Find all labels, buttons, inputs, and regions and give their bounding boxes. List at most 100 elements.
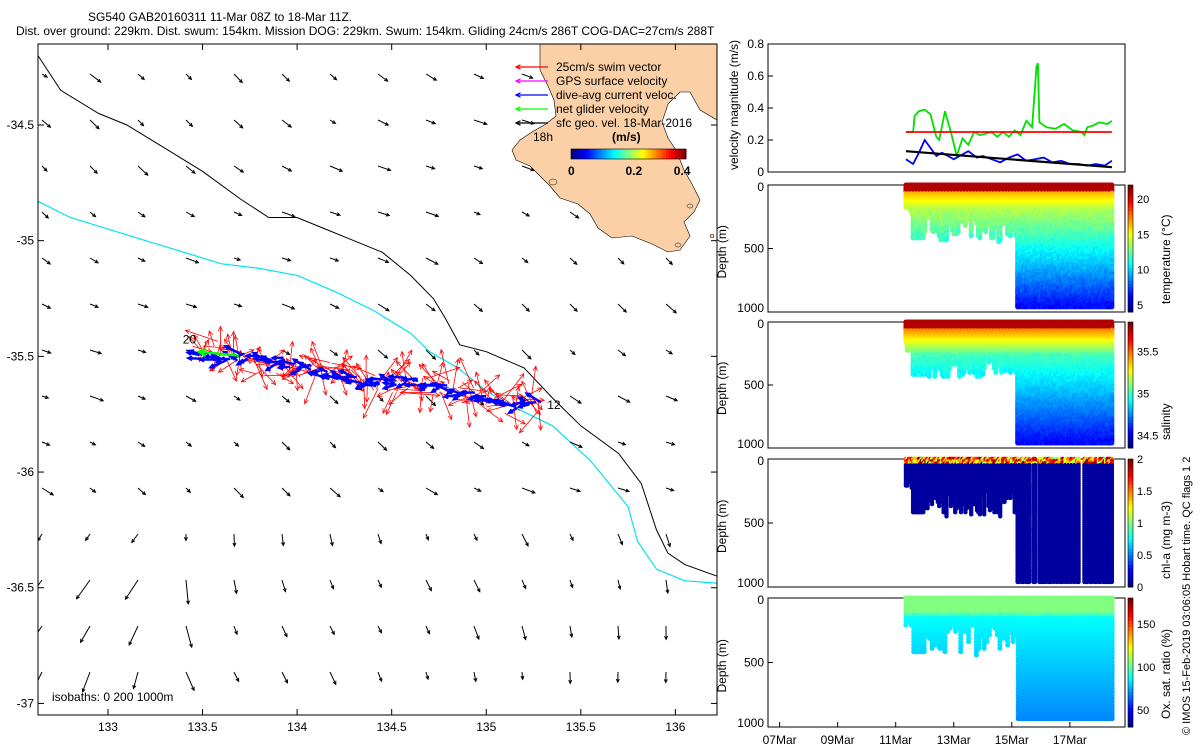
swim-vector-arrow <box>304 375 316 404</box>
geo-velocity-arrow-head <box>286 492 291 497</box>
swim-vector-arrow-head <box>217 367 224 373</box>
geo-velocity-arrow <box>425 395 436 406</box>
geo-velocity-arrow-head <box>192 398 197 402</box>
geo-velocity-arrow <box>281 257 291 262</box>
geo-velocity-arrow-head <box>619 541 624 546</box>
figure-title: SG540 GAB20160311 11-Mar 08Z to 18-Mar 1… <box>88 10 353 24</box>
geo-velocity-arrow-head <box>378 629 382 634</box>
velocity-y-tick-label: 0.8 <box>747 37 764 51</box>
geo-velocity-arrow <box>41 165 48 172</box>
dive-avg-current-arrow-head <box>451 395 459 401</box>
geo-velocity-arrow-head <box>668 350 674 355</box>
dive-avg-current-arrow-head <box>381 384 389 391</box>
section-point <box>922 229 928 235</box>
geo-velocity-arrow <box>521 671 524 680</box>
net-glider-velocity-arrow-head <box>196 347 207 357</box>
swim-vector-arrow <box>457 387 487 392</box>
geo-velocity-arrow <box>233 165 244 173</box>
section-point <box>968 233 974 239</box>
geo-velocity-arrow-head <box>144 171 149 176</box>
dive-avg-current-arrow-head <box>252 356 260 362</box>
geo-velocity-arrow-head <box>283 633 288 638</box>
dive-avg-current-arrow-head <box>294 365 302 371</box>
geo-velocity-arrow <box>617 303 627 313</box>
geo-velocity-arrow-head <box>81 688 86 693</box>
geo-velocity-arrow-head <box>621 441 627 446</box>
swim-vector-arrow-head <box>258 372 264 378</box>
geo-velocity-arrow <box>425 579 432 591</box>
geo-velocity-arrow-head <box>664 635 669 641</box>
geo-velocity-arrow-head <box>43 73 49 78</box>
geo-velocity-arrow-head <box>46 123 52 128</box>
geo-velocity-arrow-head <box>483 121 488 126</box>
dive-avg-current-arrow-head <box>506 408 514 415</box>
geo-velocity-arrow <box>377 579 382 588</box>
geo-velocity-arrow <box>137 395 146 400</box>
swim-vector-arrow <box>386 392 397 415</box>
geo-velocity-arrow <box>473 441 484 449</box>
swim-vector-arrow-head <box>223 338 230 345</box>
geo-velocity-arrow-head <box>529 75 534 79</box>
geo-velocity-arrow <box>617 349 626 357</box>
geo-velocity-arrow <box>281 395 290 403</box>
geo-velocity-arrow-head <box>525 212 531 217</box>
swim-vector-arrow-head <box>385 409 391 416</box>
geo-velocity-arrow-head <box>568 679 573 685</box>
swim-vector-arrow <box>202 345 226 349</box>
geo-velocity-arrow <box>425 303 436 312</box>
geo-velocity-arrow <box>185 625 193 648</box>
swim-vector-arrow <box>465 393 470 428</box>
geo-velocity-arrow-head <box>620 260 625 265</box>
geo-velocity-arrow-head <box>97 350 103 355</box>
dive-avg-current-arrow-head <box>378 373 385 379</box>
swim-vector-arrow-head <box>537 425 543 431</box>
land-mass <box>511 44 717 253</box>
geo-velocity-arrow-head <box>44 395 50 399</box>
swim-vector-arrow-head <box>472 411 478 418</box>
geo-velocity-arrow-head <box>285 77 291 83</box>
swim-vector-arrow-head <box>494 374 501 380</box>
swim-vector-arrow-head <box>238 368 245 373</box>
geo-velocity-arrow <box>41 303 51 309</box>
dive-avg-current-arrow-head <box>369 381 377 388</box>
swim-vector-arrow-head <box>363 354 369 360</box>
geo-velocity-arrow <box>569 487 581 492</box>
swim-vector-arrow <box>440 349 450 384</box>
geo-velocity-arrow <box>521 579 527 589</box>
swim-vector-arrow-head <box>279 349 286 355</box>
geo-velocity-arrow-head <box>431 120 437 125</box>
swim-vector-arrow <box>395 371 422 392</box>
geo-velocity-arrow <box>185 579 189 604</box>
map-x-tick-label: 133.5 <box>188 720 218 734</box>
swim-vector-arrow-head <box>361 403 368 410</box>
geo-velocity-arrow <box>137 211 146 218</box>
geo-velocity-arrow <box>569 579 574 588</box>
swim-vector-arrow-head <box>392 356 398 363</box>
swim-vector-arrow <box>377 389 391 397</box>
geo-velocity-arrow-head <box>239 494 245 499</box>
geo-velocity-arrow <box>41 211 49 219</box>
swim-vector-arrow <box>312 365 346 371</box>
legend-swatch-head <box>514 64 521 70</box>
geo-velocity-arrow-head <box>238 212 243 217</box>
geo-velocity-arrow-head <box>334 399 339 405</box>
swim-vector-arrow-head <box>362 413 368 419</box>
geo-velocity-arrow-head <box>476 588 481 593</box>
geo-velocity-arrow-head <box>236 396 241 401</box>
swim-vector-arrow-head <box>352 365 358 371</box>
geo-velocity-arrow <box>569 257 578 265</box>
geo-velocity-arrow <box>281 533 284 546</box>
geo-velocity-arrow-head <box>287 167 293 172</box>
map-x-tick-label: 136 <box>665 720 685 734</box>
geo-velocity-arrow <box>233 211 242 216</box>
geo-velocity-arrow-head <box>94 259 100 264</box>
dive-avg-current-arrow-head <box>321 372 329 379</box>
geo-velocity-arrow <box>665 441 675 446</box>
swim-vector-arrow-head <box>322 390 328 396</box>
swim-vector-arrow-head <box>232 376 237 382</box>
geo-velocity-arrow-head <box>387 167 392 172</box>
geo-velocity-arrow <box>89 487 96 493</box>
swim-vector-arrow-head <box>364 397 370 403</box>
geo-velocity-arrow-head <box>434 213 440 218</box>
geo-velocity-arrow <box>425 257 439 265</box>
